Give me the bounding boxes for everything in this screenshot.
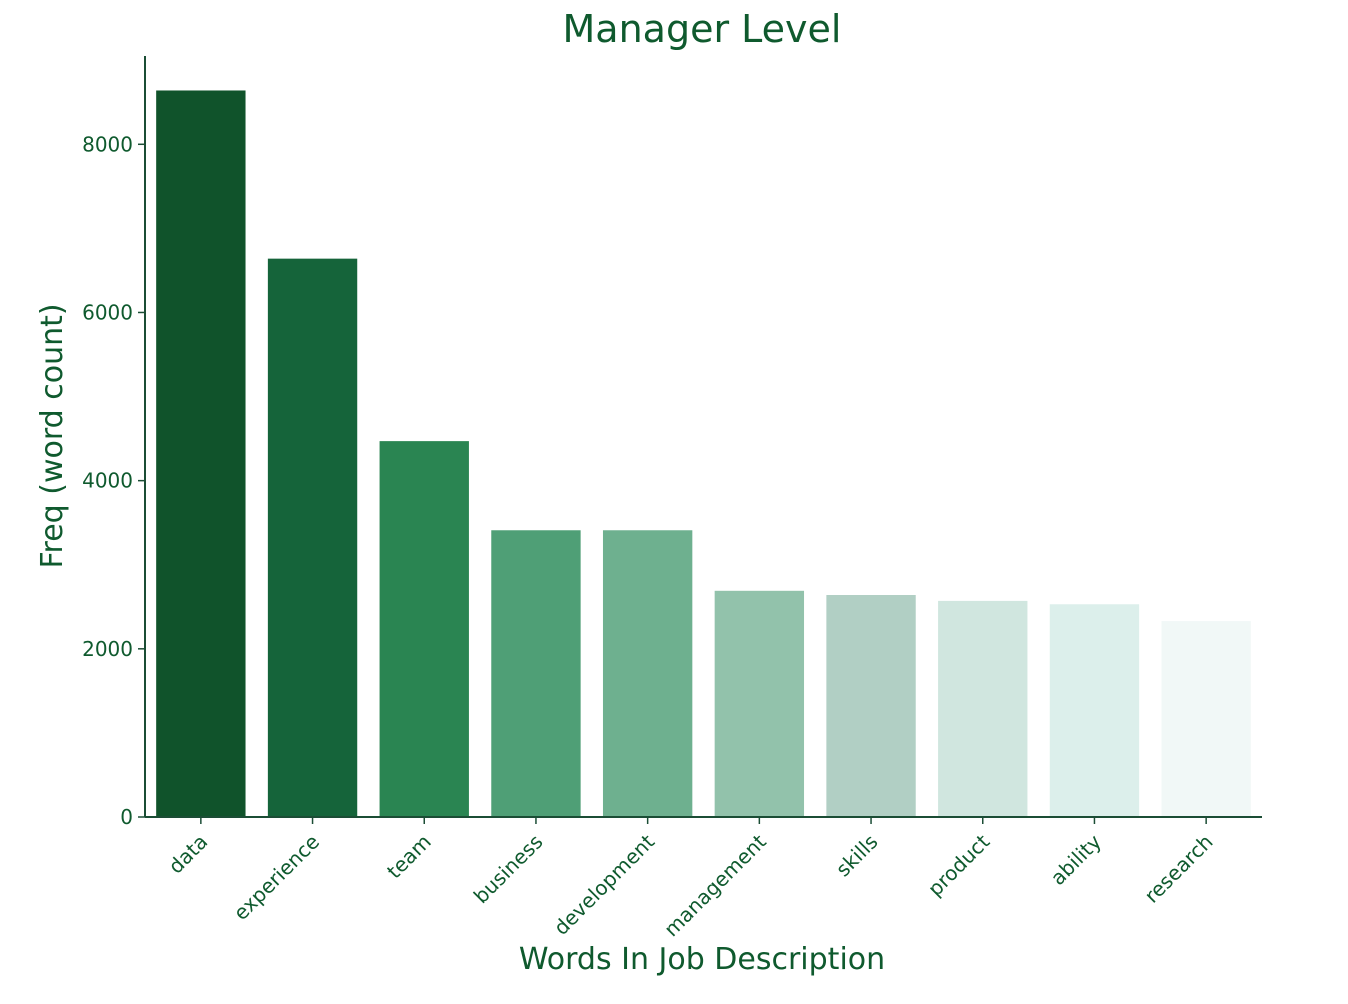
x-tick-label-business: business [469,830,548,909]
x-tick-label-development: development [549,829,659,939]
bar-management [714,590,805,817]
bar-product [938,600,1028,817]
x-axis-label: Words In Job Description [519,942,885,977]
y-axis-ticks: 0 2000 4000 6000 8000 [82,132,145,829]
bar-business [491,530,581,817]
bar-skills [826,595,916,817]
bar-ability [1049,604,1140,817]
bar-data [156,90,246,817]
x-tick-label-skills: skills [831,830,883,882]
x-tick-label-experience: experience [229,830,324,925]
bars-group [156,90,1251,817]
x-tick-label-data: data [164,830,213,879]
x-axis-ticks: data experience team business development man… [164,817,1218,941]
y-tick-label-4000: 4000 [82,469,133,493]
x-tick-label-management: management [659,829,771,941]
bar-research [1161,621,1251,817]
bar-development [602,530,693,817]
x-tick-label-research: research [1140,830,1218,908]
y-tick-label-2000: 2000 [82,637,133,661]
y-tick-label-0: 0 [120,805,133,829]
bar-experience [267,258,358,817]
bar-team [379,441,469,817]
y-tick-label-6000: 6000 [82,300,133,324]
y-tick-label-8000: 8000 [82,132,133,156]
y-axis-label: Freq (word count) [35,303,70,568]
x-tick-label-team: team [382,830,436,884]
x-tick-label-ability: ability [1046,829,1106,889]
chart-title: Manager Level [563,7,842,51]
x-tick-label-product: product [923,829,994,900]
